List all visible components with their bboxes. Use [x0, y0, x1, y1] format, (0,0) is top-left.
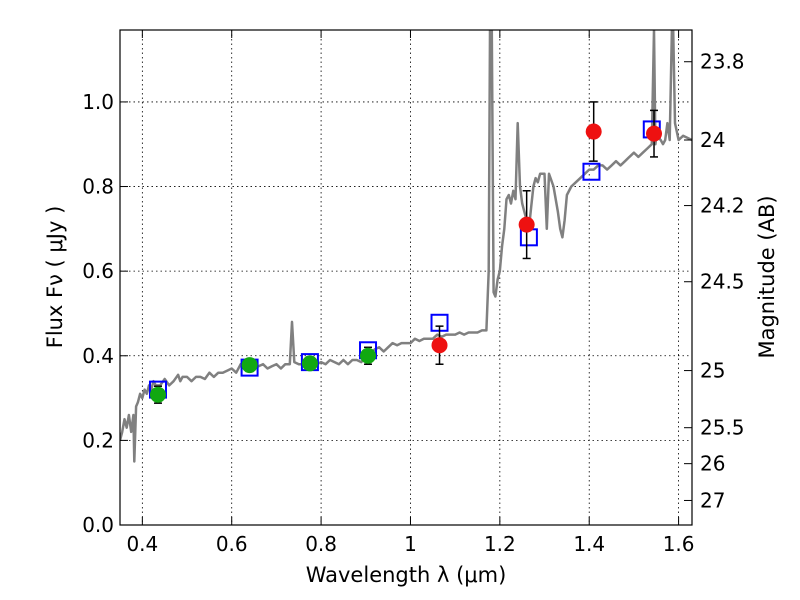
- right-tick-label: 24.2: [700, 194, 745, 218]
- optical-photometry-point: [360, 347, 377, 364]
- right-tick-label: 25: [700, 359, 725, 383]
- photometry-layer: [148, 101, 663, 404]
- right-axis-label: Magnitude (AB): [755, 195, 779, 358]
- y-tick-label: 0.6: [82, 259, 114, 283]
- model-photometry-point: [582, 162, 601, 181]
- right-tick-label: 27: [700, 488, 725, 512]
- y-axis-label: Flux Fν ( μJy ): [43, 206, 67, 349]
- right-tick-label: 24.5: [700, 270, 745, 294]
- right-tick-label: 26: [700, 452, 725, 476]
- axis-ticks: 0.4 0.6 0.8 1 1.2 1.4 1.6 0.0 0.2 0.4 0.6 0.8 1.0 23.…: [82, 30, 745, 556]
- plot-background: [120, 30, 692, 525]
- y-tick-label: 0.8: [82, 175, 114, 199]
- right-tick-label: 25.5: [700, 416, 745, 440]
- x-tick-label: 1.2: [484, 532, 516, 556]
- grid: [120, 30, 692, 526]
- near-ir-photometry-point: [431, 337, 448, 354]
- x-tick-label: 1.4: [573, 532, 605, 556]
- x-tick-label: 0.6: [216, 532, 248, 556]
- y-tick-label: 0.0: [82, 513, 114, 537]
- optical-photometry-point: [241, 357, 258, 374]
- x-tick-label: 0.4: [126, 532, 158, 556]
- plot-frame: [119, 29, 693, 526]
- y-tick-label: 0.2: [82, 428, 114, 452]
- right-tick-label: 24: [700, 128, 725, 152]
- y-tick-label: 1.0: [82, 90, 114, 114]
- x-tick-label: 1.6: [663, 532, 695, 556]
- x-tick-label: 0.8: [305, 532, 337, 556]
- right-tick-label: 23.8: [700, 50, 745, 74]
- x-tick-label: 1: [404, 532, 417, 556]
- optical-photometry-point: [301, 355, 318, 372]
- near-ir-photometry-point: [585, 123, 602, 140]
- y-tick-label: 0.4: [82, 344, 114, 368]
- x-axis-label: Wavelength λ (μm): [306, 563, 507, 587]
- near-ir-photometry-point: [646, 125, 663, 142]
- near-ir-photometry-point: [518, 216, 535, 233]
- optical-photometry-point: [149, 386, 166, 403]
